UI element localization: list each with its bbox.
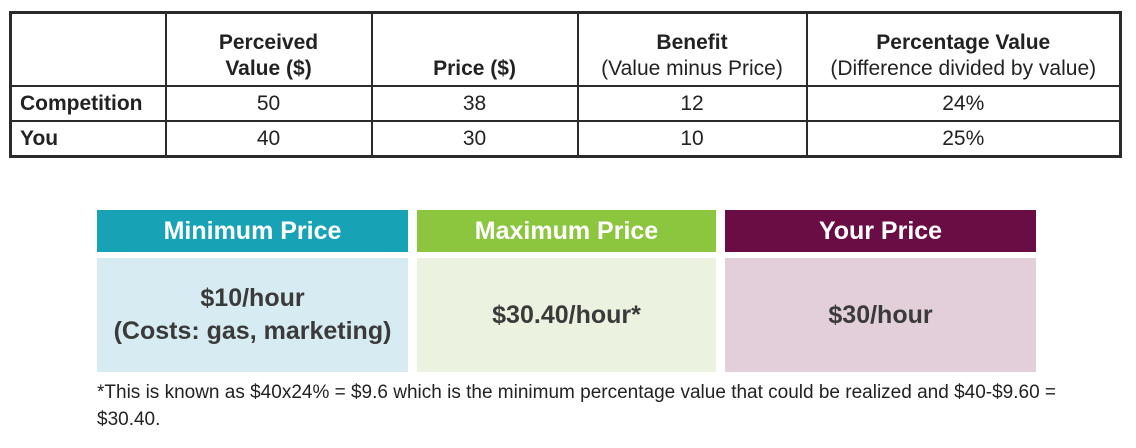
header-percentage-value: Percentage Value (Difference divided by … [805,11,1122,87]
minimum-price-value: $10/hour [200,284,305,312]
minimum-price-card: Minimum Price $10/hour (Costs: gas, mark… [97,210,408,372]
header-price: Price ($) [370,11,579,87]
table-row-you: You 40 30 10 25% [9,120,1122,158]
row-label: Competition [9,85,167,122]
maximum-price-body: $30.40/hour* [417,258,716,372]
minimum-price-header: Minimum Price [97,210,408,252]
footnote: *This is known as $40x24% = $9.6 which i… [97,382,1057,430]
header-empty [9,11,167,87]
your-price-header: Your Price [725,210,1036,252]
maximum-price-value: $30.40/hour* [492,300,641,329]
maximum-price-header: Maximum Price [417,210,716,252]
cell-percentage-value: 25% [805,120,1122,158]
your-price-card: Your Price $30/hour [725,210,1036,372]
table-header-row: Perceived Value ($) Price ($) Benefit (V… [9,11,1122,87]
cell-price: 30 [370,120,579,158]
minimum-price-note: (Costs: gas, marketing) [113,317,392,345]
minimum-price-body: $10/hour (Costs: gas, marketing) [97,258,408,372]
cell-price: 38 [370,85,579,122]
header-perceived-value: Perceived Value ($) [164,11,373,87]
row-label: You [9,120,167,158]
header-benefit: Benefit (Value minus Price) [576,11,808,87]
cell-benefit: 10 [576,120,808,158]
cell-perceived-value: 50 [164,85,373,122]
comparison-table: Perceived Value ($) Price ($) Benefit (V… [9,11,1122,158]
table-row-competition: Competition 50 38 12 24% [9,85,1122,122]
cell-benefit: 12 [576,85,808,122]
your-price-body: $30/hour [725,258,1036,372]
cell-percentage-value: 24% [805,85,1122,122]
maximum-price-card: Maximum Price $30.40/hour* [417,210,716,372]
cell-perceived-value: 40 [164,120,373,158]
your-price-value: $30/hour [828,300,933,329]
